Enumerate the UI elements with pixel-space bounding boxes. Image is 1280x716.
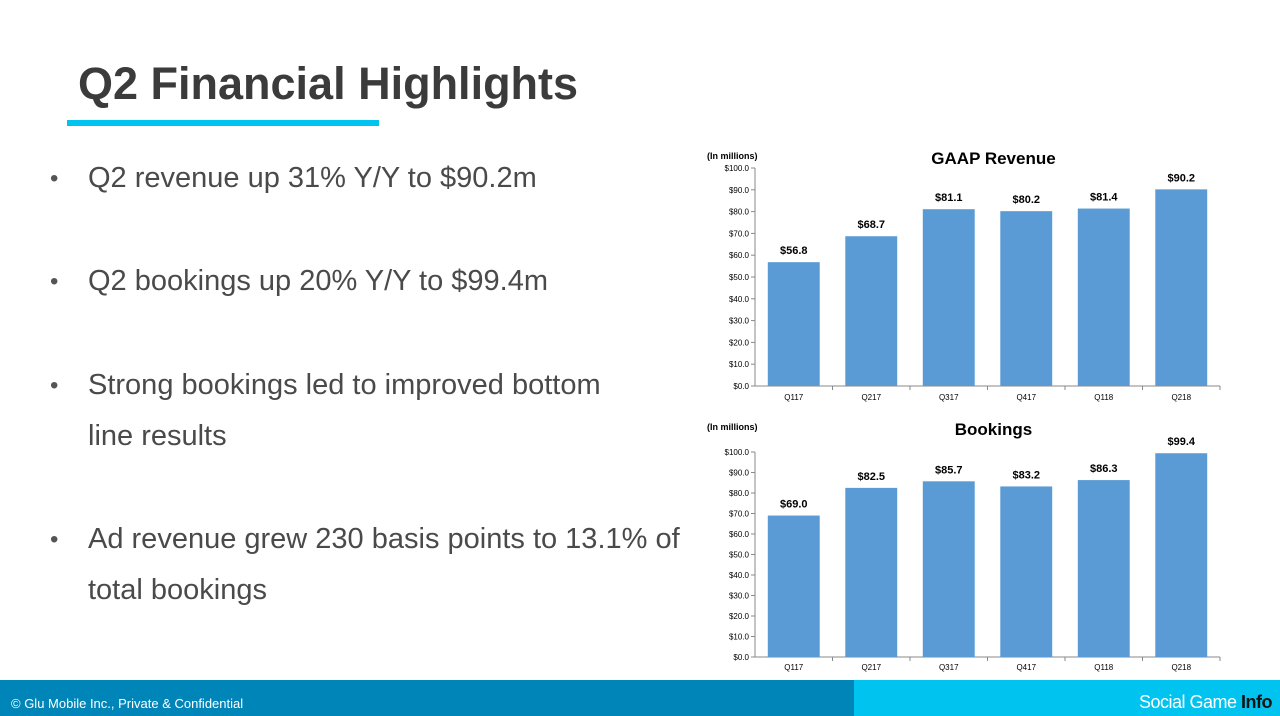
y-tick-label: $90.0 [729,186,750,195]
chart-title: Bookings [955,420,1032,439]
y-tick-label: $0.0 [733,382,749,391]
x-tick-label: Q317 [939,663,959,672]
bookings-chart: (In millions) Bookings $0.0 $10.0 $20.0 $30.0… [700,412,1250,674]
x-tick-label: Q117 [784,663,804,672]
y-tick-label: $20.0 [729,612,750,621]
data-label: $81.4 [1090,192,1118,204]
x-tick-label: Q217 [861,663,881,672]
chart-unit-note: (In millions) [707,151,758,161]
bar [922,481,975,657]
bar [922,209,975,386]
data-label: $85.7 [935,464,963,476]
bookings-chart-svg: (In millions) Bookings $0.0 $10.0 $20.0 $30.0… [707,420,1221,672]
data-label: $80.2 [1012,194,1040,206]
bar [1155,189,1208,386]
data-label: $56.8 [780,245,808,257]
gaap-revenue-chart: (In millions) GAAP Revenue $0.0 $10.0 $20.0 $… [700,140,1250,410]
y-tick-label: $30.0 [729,317,750,326]
data-label: $90.2 [1167,172,1195,184]
slide-title: Q2 Financial Highlights [78,58,579,109]
bar [767,515,820,657]
bullet-text: Strong bookings led to improved bottom l… [88,369,601,452]
x-tick-label: Q317 [939,393,959,402]
bullet-marker: • [50,372,59,399]
bar [1077,208,1130,386]
y-tick-label: $60.0 [729,251,750,260]
footer-copyright: © Glu Mobile Inc., Private & Confidentia… [11,696,244,711]
data-label: $68.7 [857,219,885,231]
x-tick-label: Q417 [1016,663,1036,672]
data-label: $82.5 [857,471,885,483]
y-tick-label: $40.0 [729,571,750,580]
bullet-marker: • [50,268,59,295]
data-label: $81.1 [935,192,963,204]
data-label: $86.3 [1090,463,1118,475]
y-tick-label: $70.0 [729,510,750,519]
x-tick-label: Q118 [1094,663,1114,672]
y-tick-label: $50.0 [729,273,750,282]
data-label: $69.0 [780,499,808,511]
y-tick-label: $90.0 [729,469,750,478]
bar [1000,486,1053,657]
bullet-marker: • [50,165,59,192]
y-tick-label: $10.0 [729,360,750,369]
bullet-text: Q2 bookings up 20% Y/Y to $99.4m [88,265,549,297]
chart-title: GAAP Revenue [931,149,1055,168]
bar [1155,453,1208,657]
bar [845,236,898,386]
y-tick-label: $100.0 [725,164,750,173]
y-tick-label: $0.0 [733,653,749,662]
y-tick-label: $60.0 [729,530,750,539]
y-tick-label: $10.0 [729,633,750,642]
y-tick-label: $20.0 [729,338,750,347]
bar [767,262,820,386]
data-label: $83.2 [1012,469,1040,481]
data-label: $99.4 [1167,436,1195,448]
watermark-text-bold: Info [1241,692,1273,712]
y-tick-label: $100.0 [725,448,750,457]
watermark-text: Social Game [1138,692,1241,712]
x-tick-label: Q217 [861,393,881,402]
y-tick-label: $30.0 [729,592,750,601]
y-tick-label: $40.0 [729,295,750,304]
bullet-text: Ad revenue grew 230 basis points to 13.1… [88,523,680,606]
y-tick-label: $50.0 [729,551,750,560]
bullet-text: Q2 revenue up 31% Y/Y to $90.2m [88,162,537,194]
x-tick-label: Q417 [1016,393,1036,402]
watermark-logo: Social Game Info [1138,692,1273,713]
bar [845,487,898,657]
chart-unit-note: (In millions) [707,422,758,432]
y-tick-label: $70.0 [729,229,750,238]
x-tick-label: Q117 [784,393,804,402]
bar [1000,211,1053,386]
title-underline [67,120,379,126]
x-tick-label: Q218 [1171,393,1191,402]
y-tick-label: $80.0 [729,208,750,217]
footer-bar-right [854,680,1280,716]
y-tick-label: $80.0 [729,489,750,498]
bullet-marker: • [50,526,59,553]
x-tick-label: Q118 [1094,393,1114,402]
footer-bar-left [0,680,854,716]
bar [1077,480,1130,657]
x-tick-label: Q218 [1171,663,1191,672]
gaap-revenue-chart-svg: (In millions) GAAP Revenue $0.0 $10.0 $20.0 $… [707,149,1221,402]
